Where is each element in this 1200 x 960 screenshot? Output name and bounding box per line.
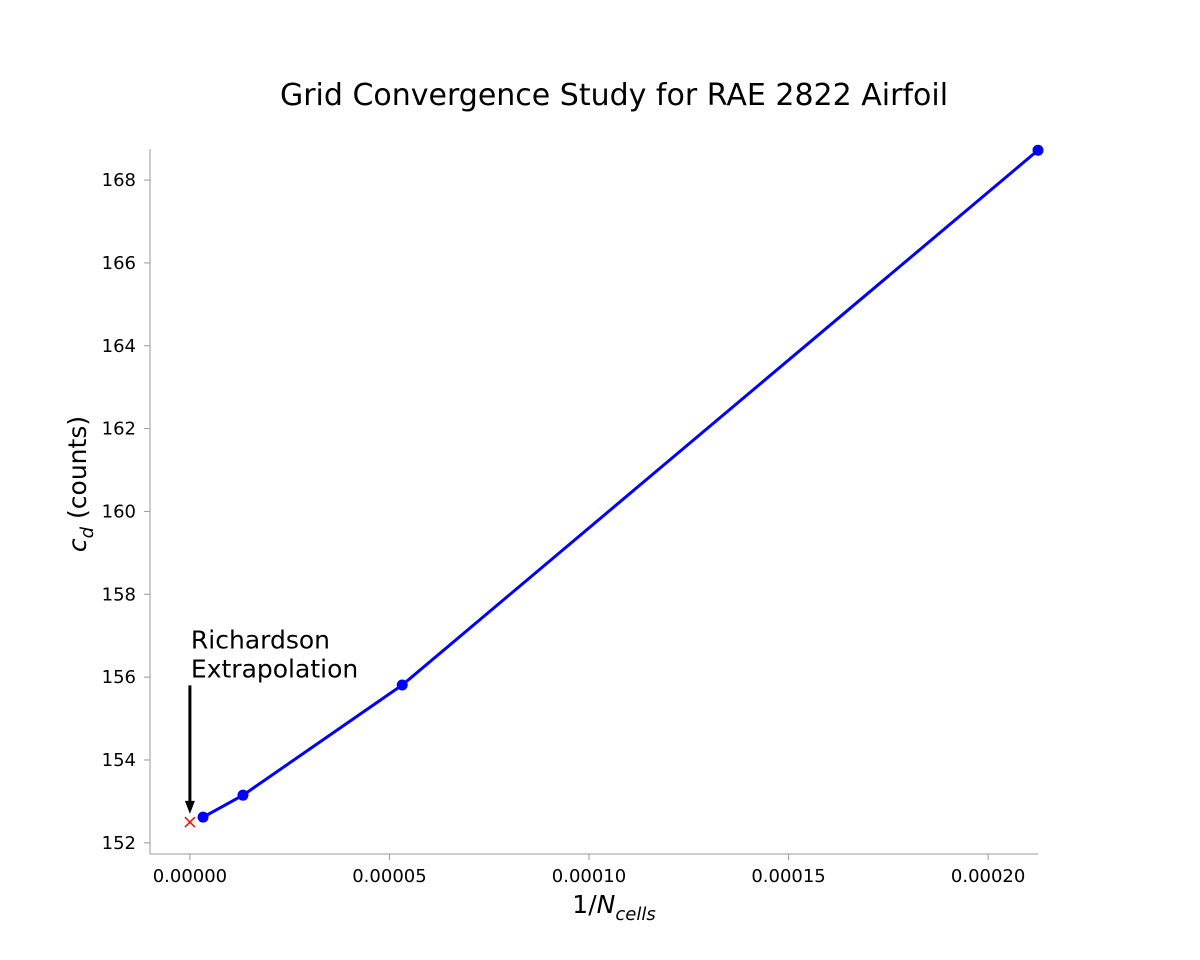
data-point <box>237 789 249 801</box>
x-tick-label: 0.00015 <box>751 866 825 887</box>
x-tick-label: 0.00020 <box>951 866 1025 887</box>
extrapolated-x-stroke <box>184 816 196 828</box>
x-tick-label: 0.00000 <box>153 866 227 887</box>
data-point <box>197 811 209 823</box>
annotation-text: Richardson Extrapolation <box>191 625 358 683</box>
series-line <box>202 149 1039 819</box>
y-tick-label: 156 <box>102 667 136 688</box>
y-tick-label: 166 <box>102 253 136 274</box>
annotation-line-2: Extrapolation <box>191 654 358 683</box>
data-point <box>396 679 408 691</box>
y-tick-label: 168 <box>102 170 136 191</box>
axes: 0.00000 0.00005 0.00010 0.00015 0.00020 1521… <box>102 149 1038 887</box>
y-tick-label: 158 <box>102 584 136 605</box>
y-tick-label: 154 <box>102 750 136 771</box>
extrapolated-point-marker <box>184 816 196 828</box>
y-axis-label: cd (counts) <box>63 416 98 552</box>
x-tick-label: 0.00005 <box>352 866 426 887</box>
y-tick-label: 152 <box>102 833 136 854</box>
richardson-annotation: Richardson Extrapolation <box>184 625 358 814</box>
x-tick-label: 0.00010 <box>552 866 626 887</box>
y-ticks: 152 154 156 158 160 162 164 166 168 <box>102 170 150 854</box>
x-ticks: 0.00000 0.00005 0.00010 0.00015 0.00020 <box>153 854 1025 887</box>
annotation-line-1: Richardson <box>191 625 330 654</box>
plot-area <box>184 144 1044 828</box>
series-points <box>197 144 1044 823</box>
x-axis-label: 1/Ncells <box>572 890 655 925</box>
annotation-arrow-head <box>184 800 195 814</box>
y-tick-label: 162 <box>102 419 136 440</box>
chart-title: Grid Convergence Study for RAE 2822 Airf… <box>280 78 948 113</box>
data-point <box>1032 144 1044 156</box>
y-tick-label: 164 <box>102 336 136 357</box>
y-tick-label: 160 <box>102 501 136 522</box>
